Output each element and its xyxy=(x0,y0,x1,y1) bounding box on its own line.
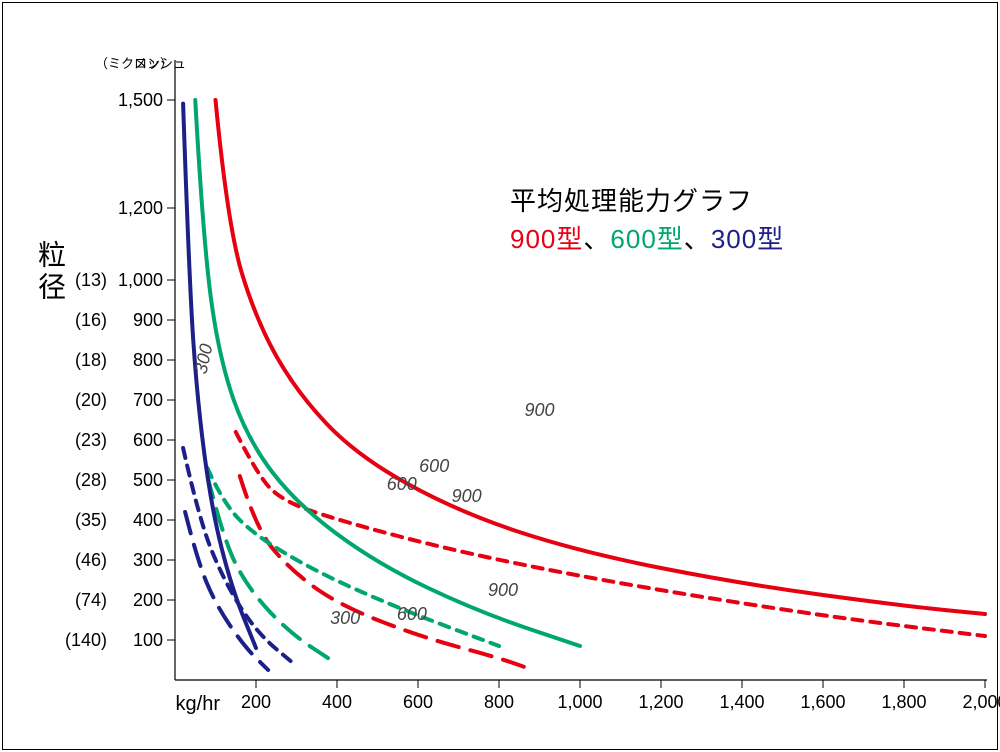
curve-900-solid xyxy=(216,100,986,614)
curve-label-900-longdash: 900 xyxy=(488,580,518,600)
y-tick-label-mesh: (74) xyxy=(75,590,107,610)
chart-title-main: 平均処理能力グラフ xyxy=(510,186,753,216)
x-tick-label: 200 xyxy=(241,692,271,712)
y-tick-label-micron: 800 xyxy=(133,350,163,370)
y-tick-label-mesh: (13) xyxy=(75,270,107,290)
y-tick-label-micron: 100 xyxy=(133,630,163,650)
x-tick-label: 1,600 xyxy=(800,692,845,712)
x-tick-label: 1,200 xyxy=(638,692,683,712)
y-tick-label-micron: 1,200 xyxy=(118,198,163,218)
curve-label-300-longdash: 300 xyxy=(330,608,360,628)
y-tick-label-micron: 1,500 xyxy=(118,90,163,110)
y-tick-label-micron: 500 xyxy=(133,470,163,490)
y-tick-label-micron: 400 xyxy=(133,510,163,530)
curve-label-600-longdash: 600 xyxy=(397,604,427,624)
y-tick-label-mesh: (140) xyxy=(65,630,107,650)
y-tick-label-micron: 1,000 xyxy=(118,270,163,290)
x-tick-label: 1,800 xyxy=(881,692,926,712)
curve-300-solid xyxy=(183,104,256,648)
y-tick-label-mesh: (18) xyxy=(75,350,107,370)
chart-svg: （ミクロン）メッシュ100(140)200(74)300(46)400(35)5… xyxy=(0,0,1000,752)
y-tick-label-micron: 600 xyxy=(133,430,163,450)
y-tick-label-micron: 200 xyxy=(133,590,163,610)
y-tick-label-mesh: (23) xyxy=(75,430,107,450)
y-tick-label-mesh: (28) xyxy=(75,470,107,490)
y-tick-label-micron: 300 xyxy=(133,550,163,570)
x-tick-label: 1,000 xyxy=(557,692,602,712)
y-tick-label-micron: 700 xyxy=(133,390,163,410)
y-header-mesh: メッシュ xyxy=(134,56,186,71)
curve-label-600-solid: 600 xyxy=(419,456,449,476)
x-tick-label: 2,000 xyxy=(962,692,1000,712)
y-tick-label-micron: 900 xyxy=(133,310,163,330)
curve-label-600-dash: 600 xyxy=(387,474,417,494)
x-tick-label: 800 xyxy=(484,692,514,712)
y-tick-label-mesh: (20) xyxy=(75,390,107,410)
chart-title-sub: 900型、600型、300型 xyxy=(510,224,784,254)
y-tick-label-mesh: (16) xyxy=(75,310,107,330)
curve-label-900-solid: 900 xyxy=(524,400,554,420)
curve-label-900-dash: 900 xyxy=(452,486,482,506)
x-tick-label: 1,400 xyxy=(719,692,764,712)
plot-area: （ミクロン）メッシュ100(140)200(74)300(46)400(35)5… xyxy=(0,0,1000,752)
y-tick-label-mesh: (46) xyxy=(75,550,107,570)
x-tick-label: 600 xyxy=(403,692,433,712)
y-tick-label-mesh: (35) xyxy=(75,510,107,530)
x-tick-label: 400 xyxy=(322,692,352,712)
x-axis-label: kg/hr xyxy=(176,693,221,715)
